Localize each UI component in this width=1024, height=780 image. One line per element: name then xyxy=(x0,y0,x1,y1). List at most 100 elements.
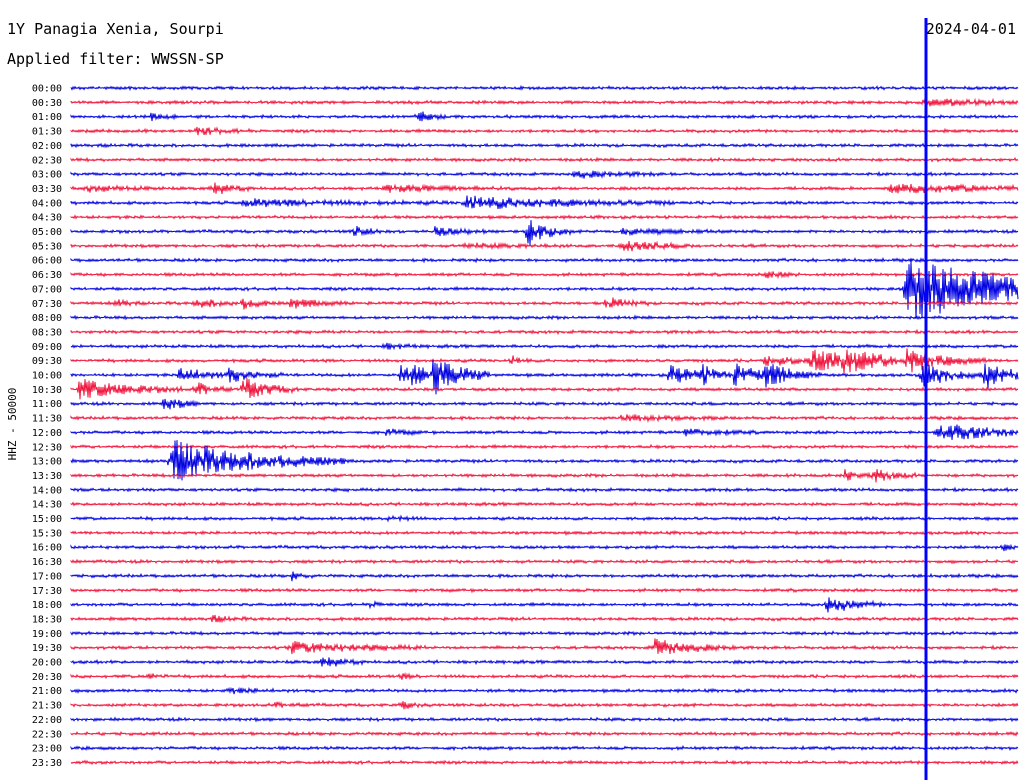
row-label-1800: 18:00 xyxy=(32,600,62,611)
row-label-0030: 00:30 xyxy=(32,98,62,109)
trace-1800 xyxy=(70,597,1019,613)
trace-0330 xyxy=(70,182,1019,194)
trace-0400 xyxy=(70,195,1019,209)
row-label-0300: 03:00 xyxy=(32,170,62,181)
row-label-1730: 17:30 xyxy=(32,586,62,597)
trace-0000 xyxy=(70,84,1019,92)
trace-0700 xyxy=(70,260,1019,319)
trace-0030 xyxy=(70,97,1019,107)
row-label-0630: 06:30 xyxy=(32,270,62,281)
trace-1630 xyxy=(70,558,1019,565)
trace-0500 xyxy=(70,220,1019,246)
trace-0800 xyxy=(70,314,1019,321)
trace-1200 xyxy=(70,424,1019,440)
trace-2000 xyxy=(70,657,1019,667)
row-label-2030: 20:30 xyxy=(32,672,62,683)
trace-1500 xyxy=(70,514,1019,523)
trace-2300 xyxy=(70,744,1019,752)
trace-1330 xyxy=(70,469,1019,483)
y-axis-label: HHZ - 50000 xyxy=(6,388,19,461)
trace-0300 xyxy=(70,170,1019,179)
trace-2200 xyxy=(70,716,1019,723)
trace-0230 xyxy=(70,156,1019,163)
row-label-0400: 04:00 xyxy=(32,198,62,209)
row-label-0330: 03:30 xyxy=(32,184,62,195)
trace-group xyxy=(70,18,1019,780)
row-label-1300: 13:00 xyxy=(32,457,62,468)
trace-2130 xyxy=(70,700,1019,710)
row-label-1930: 19:30 xyxy=(32,643,62,654)
row-label-1100: 11:00 xyxy=(32,399,62,410)
trace-1830 xyxy=(70,614,1019,624)
row-label-0830: 08:30 xyxy=(32,327,62,338)
trace-0200 xyxy=(70,142,1019,149)
row-label-2300: 23:00 xyxy=(32,744,62,755)
row-label-0000: 00:00 xyxy=(32,84,62,95)
trace-1700 xyxy=(70,571,1019,582)
trace-1230 xyxy=(70,443,1019,450)
row-label-1030: 10:30 xyxy=(32,385,62,396)
row-label-2130: 21:30 xyxy=(32,701,62,712)
row-label-2100: 21:00 xyxy=(32,686,62,697)
trace-0830 xyxy=(70,328,1019,336)
trace-2330 xyxy=(70,759,1019,766)
trace-1130 xyxy=(70,413,1019,424)
row-label-0930: 09:30 xyxy=(32,356,62,367)
trace-0900 xyxy=(70,342,1019,351)
trace-1000 xyxy=(70,360,1019,395)
trace-1400 xyxy=(70,486,1019,493)
trace-1600 xyxy=(70,543,1019,552)
row-label-group: 00:00 00:30 01:00 01:30 02:00 02:30 03:00 03:30… xyxy=(32,84,62,769)
row-label-1130: 11:30 xyxy=(32,414,62,425)
trace-0730 xyxy=(70,297,1019,310)
trace-0100 xyxy=(70,111,1019,122)
row-label-2330: 23:30 xyxy=(32,758,62,769)
trace-1100 xyxy=(70,398,1019,410)
trace-1300 xyxy=(70,440,1019,481)
trace-0130 xyxy=(70,126,1019,136)
trace-2100 xyxy=(70,686,1019,695)
trace-0530 xyxy=(70,240,1019,252)
trace-0430 xyxy=(70,213,1019,221)
row-label-1600: 16:00 xyxy=(32,543,62,554)
trace-1430 xyxy=(70,500,1019,508)
row-label-1400: 14:00 xyxy=(32,485,62,496)
row-label-0130: 01:30 xyxy=(32,127,62,138)
row-label-1830: 18:30 xyxy=(32,614,62,625)
row-label-1000: 10:00 xyxy=(32,371,62,382)
row-label-0730: 07:30 xyxy=(32,299,62,310)
row-label-1230: 12:30 xyxy=(32,442,62,453)
row-label-0430: 04:30 xyxy=(32,213,62,224)
row-label-0800: 08:00 xyxy=(32,313,62,324)
row-label-0700: 07:00 xyxy=(32,284,62,295)
filter-label: Applied filter: WWSSN-SP xyxy=(7,50,224,68)
trace-1530 xyxy=(70,529,1019,537)
row-label-1530: 15:30 xyxy=(32,528,62,539)
trace-1030 xyxy=(70,378,1019,400)
row-label-0230: 02:30 xyxy=(32,155,62,166)
trace-1930 xyxy=(70,638,1019,655)
row-label-0200: 02:00 xyxy=(32,141,62,152)
trace-2230 xyxy=(70,730,1019,738)
row-label-2200: 22:00 xyxy=(32,715,62,726)
row-label-1700: 17:00 xyxy=(32,571,62,582)
trace-2030 xyxy=(70,671,1019,681)
trace-0600 xyxy=(70,257,1019,264)
row-label-2230: 22:30 xyxy=(32,729,62,740)
trace-1730 xyxy=(70,586,1019,594)
trace-1900 xyxy=(70,630,1019,637)
date-label: 2024-04-01 xyxy=(925,20,1016,38)
row-label-1500: 15:00 xyxy=(32,514,62,525)
row-label-1630: 16:30 xyxy=(32,557,62,568)
row-label-0900: 09:00 xyxy=(32,342,62,353)
trace-0930 xyxy=(70,348,1019,374)
row-label-0530: 05:30 xyxy=(32,241,62,252)
trace-0630 xyxy=(70,270,1019,280)
row-label-2000: 20:00 xyxy=(32,658,62,669)
row-label-1900: 19:00 xyxy=(32,629,62,640)
row-label-1330: 13:30 xyxy=(32,471,62,482)
row-label-0500: 05:00 xyxy=(32,227,62,238)
row-label-0100: 01:00 xyxy=(32,112,62,123)
station-title: 1Y Panagia Xenia, Sourpi xyxy=(7,20,224,38)
